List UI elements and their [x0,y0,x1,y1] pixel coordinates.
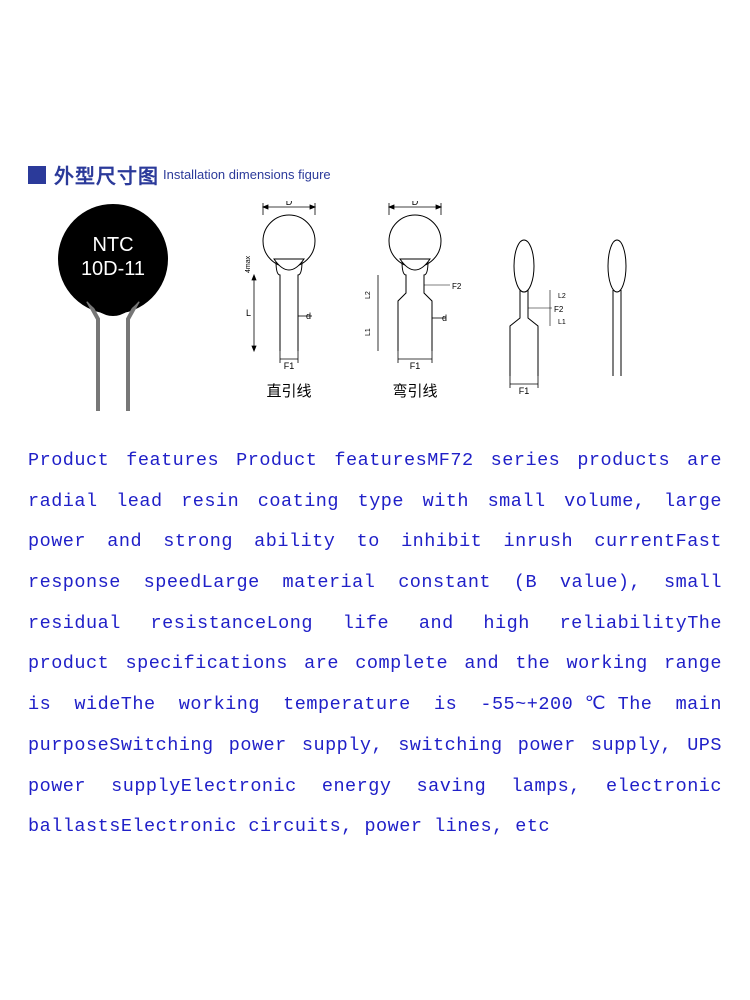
product-description: Product features Product featuresMF72 se… [28,441,722,848]
ntc-label-line1: NTC [92,234,133,256]
svg-text:D: D [286,201,293,207]
svg-text:F1: F1 [519,386,530,396]
svg-text:L2: L2 [365,291,372,299]
section-header: 外型尺寸图 Installation dimensions figure [28,160,722,189]
ntc-label-line2: 10D-11 [81,258,145,280]
diagram-side-straight [592,226,642,401]
diagram-bent: D F2 d L2 L1 [360,201,470,401]
diagram-straight: D 4max L d [234,201,344,401]
svg-text:4max: 4max [245,255,252,273]
svg-text:D: D [412,201,419,207]
dimension-diagrams: D 4max L d [234,201,722,401]
svg-text:F1: F1 [410,361,421,371]
figure-row: NTC 10D-11 [28,201,722,411]
svg-text:F2: F2 [452,282,462,291]
diagram-caption-bent: 弯引线 [360,380,470,401]
diagram-side-bent: F2 L2 L1 F1 [486,226,576,401]
svg-text:L1: L1 [558,319,566,326]
header-title-en: Installation dimensions figure [163,167,331,182]
ntc-component-figure: NTC 10D-11 [28,201,198,411]
svg-text:L: L [246,308,251,318]
svg-text:L2: L2 [558,293,566,300]
svg-text:L1: L1 [365,328,372,336]
header-square-icon [28,166,46,184]
header-title-cn: 外型尺寸图 [54,160,159,189]
diagram-caption-straight: 直引线 [234,380,344,401]
svg-text:F1: F1 [284,361,295,371]
svg-text:F2: F2 [554,305,564,314]
